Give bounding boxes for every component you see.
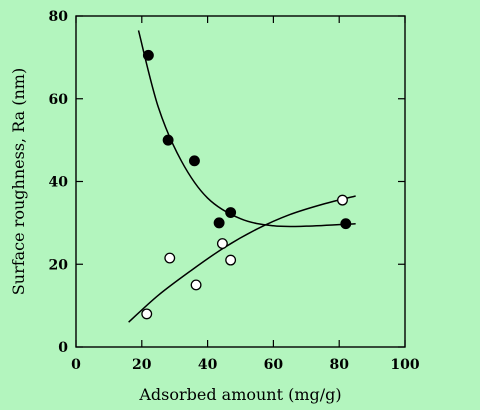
filled-data-point (213, 217, 225, 229)
open-data-point (164, 252, 176, 264)
y-tick-label: 60 (49, 92, 69, 108)
filled-data-point (188, 155, 200, 167)
y-tick-label: 20 (49, 257, 69, 273)
x-axis-title: Adsorbed amount (mg/g) (138, 385, 341, 404)
y-tick-label: 80 (49, 9, 69, 25)
x-tick-label: 20 (132, 357, 152, 373)
data-points (141, 49, 352, 320)
x-tick-label: 60 (264, 357, 284, 373)
fit-curve-series-2 (128, 195, 356, 323)
y-axis-title: Surface roughness, Ra (nm) (9, 68, 28, 295)
filled-data-point (162, 134, 174, 146)
x-tick-label: 80 (329, 357, 349, 373)
y-tick-label: 40 (49, 175, 69, 191)
filled-data-point (340, 218, 352, 230)
fit-curves (128, 30, 356, 323)
plot-axes: 0 20 40 60 80 100 0 20 40 60 80 (49, 9, 420, 373)
fit-curve-series-1 (137, 30, 356, 228)
open-data-point (190, 279, 202, 291)
x-tick-label: 100 (390, 357, 419, 373)
open-data-point (141, 308, 153, 320)
open-data-point (337, 194, 348, 206)
x-tick-label: 40 (198, 357, 218, 373)
open-data-point (225, 254, 237, 266)
plot-frame (75, 15, 406, 348)
filled-data-point (225, 207, 237, 218)
open-data-point (216, 238, 228, 250)
filled-data-point (142, 49, 154, 61)
x-tick-label: 0 (71, 357, 81, 373)
y-tick-label: 0 (58, 340, 68, 356)
